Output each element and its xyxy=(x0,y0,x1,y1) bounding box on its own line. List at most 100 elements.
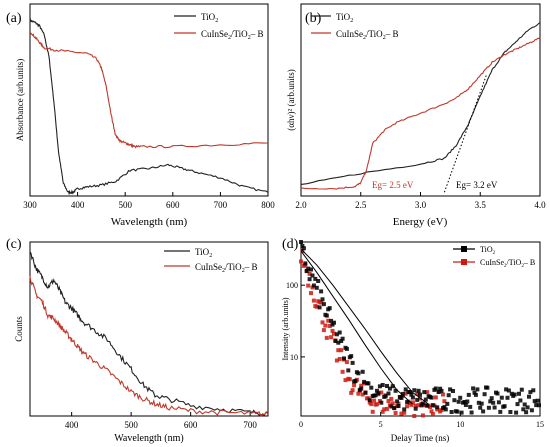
data-point-cuinse2-tio2-b xyxy=(359,383,364,388)
data-point-cuinse2-tio2-b xyxy=(343,378,348,383)
data-point-cuinse2-tio2-b xyxy=(330,328,335,333)
data-point-cuinse2-tio2-b xyxy=(336,348,341,353)
data-point-tio2 xyxy=(366,381,371,386)
panel-d-label: (d) xyxy=(282,237,299,252)
panel-b: (b) 2.0 2.5 3.0 3.5 4.0 Energy (eV) (αhν)² (… xyxy=(286,3,546,228)
data-point-tio2 xyxy=(379,400,384,405)
data-point-tio2 xyxy=(390,384,395,389)
data-point-tio2 xyxy=(535,398,540,403)
x-tick-label: 0 xyxy=(299,420,303,429)
data-point-tio2 xyxy=(508,410,513,414)
data-point-tio2 xyxy=(478,405,483,410)
data-point-tio2 xyxy=(521,407,526,412)
data-point-tio2 xyxy=(306,266,311,271)
panel-c-series xyxy=(29,252,269,418)
data-point-tio2 xyxy=(445,401,450,406)
data-point-tio2 xyxy=(485,385,490,390)
data-point-cuinse2-tio2-b xyxy=(435,407,440,412)
data-point-tio2 xyxy=(463,403,468,407)
data-point-tio2 xyxy=(349,354,354,359)
data-point-tio2 xyxy=(476,400,481,405)
data-point-cuinse2-tio2-b xyxy=(360,392,365,397)
data-point-tio2 xyxy=(313,276,318,281)
data-point-cuinse2-tio2-b xyxy=(327,324,332,328)
data-point-cuinse2-tio2-b xyxy=(307,271,312,276)
data-point-cuinse2-tio2-b xyxy=(372,398,377,403)
data-point-cuinse2-tio2-b xyxy=(420,413,425,418)
x-tick-label: 15 xyxy=(536,420,544,429)
panel-d-frame xyxy=(300,241,541,417)
data-point-tio2 xyxy=(386,391,391,396)
data-point-tio2 xyxy=(400,391,405,396)
data-point-tio2 xyxy=(491,400,496,405)
panel-b-label: (b) xyxy=(305,11,322,26)
data-point-cuinse2-tio2-b xyxy=(340,369,345,374)
data-point-tio2 xyxy=(506,388,511,393)
data-point-tio2 xyxy=(515,402,520,407)
series-line-tio2 xyxy=(30,252,269,416)
data-point-tio2 xyxy=(385,384,389,388)
data-point-tio2 xyxy=(380,383,385,387)
data-point-tio2 xyxy=(350,360,355,365)
x-tick-label: 500 xyxy=(118,200,132,210)
data-point-tio2 xyxy=(359,386,364,391)
data-point-cuinse2-tio2-b xyxy=(352,383,357,388)
data-point-tio2 xyxy=(405,400,410,405)
data-point-tio2 xyxy=(375,388,379,393)
data-point-tio2 xyxy=(425,403,430,408)
data-point-cuinse2-tio2-b xyxy=(433,395,438,400)
data-point-tio2 xyxy=(468,404,473,409)
data-point-tio2 xyxy=(324,313,329,318)
data-point-tio2 xyxy=(435,405,440,410)
data-point-tio2 xyxy=(462,400,467,404)
panel-b-annotation-eg-tio2: Eg= 3.2 eV xyxy=(456,180,498,190)
data-point-cuinse2-tio2-b xyxy=(409,402,414,407)
data-point-cuinse2-tio2-b xyxy=(344,360,349,365)
data-point-tio2 xyxy=(466,392,471,397)
data-point-tio2 xyxy=(304,269,309,274)
data-point-tio2 xyxy=(376,391,381,396)
data-point-tio2 xyxy=(413,406,418,411)
decay-fit-line xyxy=(300,248,429,405)
panel-b-legend: TiO2 CuInSe2/TiO2– B xyxy=(311,12,398,41)
panel-d-series xyxy=(299,240,541,418)
data-point-tio2 xyxy=(479,401,484,406)
data-point-cuinse2-tio2-b xyxy=(306,283,311,288)
data-point-tio2 xyxy=(504,387,509,392)
data-point-cuinse2-tio2-b xyxy=(339,348,344,353)
data-point-tio2 xyxy=(456,399,461,404)
data-point-tio2 xyxy=(329,318,334,323)
series-line-tio2 xyxy=(29,17,269,196)
data-point-tio2 xyxy=(393,388,398,393)
data-point-tio2 xyxy=(458,395,463,400)
data-point-tio2 xyxy=(423,397,428,402)
data-point-tio2 xyxy=(321,302,326,307)
data-point-tio2 xyxy=(495,391,500,396)
x-tick-label: 400 xyxy=(71,200,85,210)
data-point-tio2 xyxy=(319,289,324,294)
panel-c-legend-tio2: TiO2 xyxy=(195,247,212,259)
data-point-cuinse2-tio2-b xyxy=(337,357,342,361)
panel-c-ylabel: Counts xyxy=(14,316,24,342)
data-point-tio2 xyxy=(531,388,536,393)
data-point-tio2 xyxy=(327,306,332,311)
data-point-cuinse2-tio2-b xyxy=(389,396,394,401)
data-point-cuinse2-tio2-b xyxy=(321,328,326,333)
data-point-tio2 xyxy=(362,379,367,384)
data-point-tio2 xyxy=(475,387,480,392)
data-point-tio2 xyxy=(438,386,443,391)
data-point-tio2 xyxy=(333,339,338,343)
data-point-tio2 xyxy=(408,390,412,395)
panel-a-legend: TiO2 CuInSe2/TiO2– B xyxy=(174,12,263,41)
data-point-tio2 xyxy=(309,267,313,272)
panel-b-annotation-eg-cis: Eg= 2.5 eV xyxy=(372,180,414,190)
panel-c-xlabel: Wavelength (nm) xyxy=(114,433,183,444)
data-point-tio2 xyxy=(344,346,349,351)
data-point-tio2 xyxy=(420,401,425,406)
data-point-tio2 xyxy=(396,404,401,408)
data-point-cuinse2-tio2-b xyxy=(323,323,328,328)
data-point-tio2 xyxy=(455,409,460,414)
data-point-tio2 xyxy=(465,399,470,404)
data-point-tio2 xyxy=(443,407,448,412)
